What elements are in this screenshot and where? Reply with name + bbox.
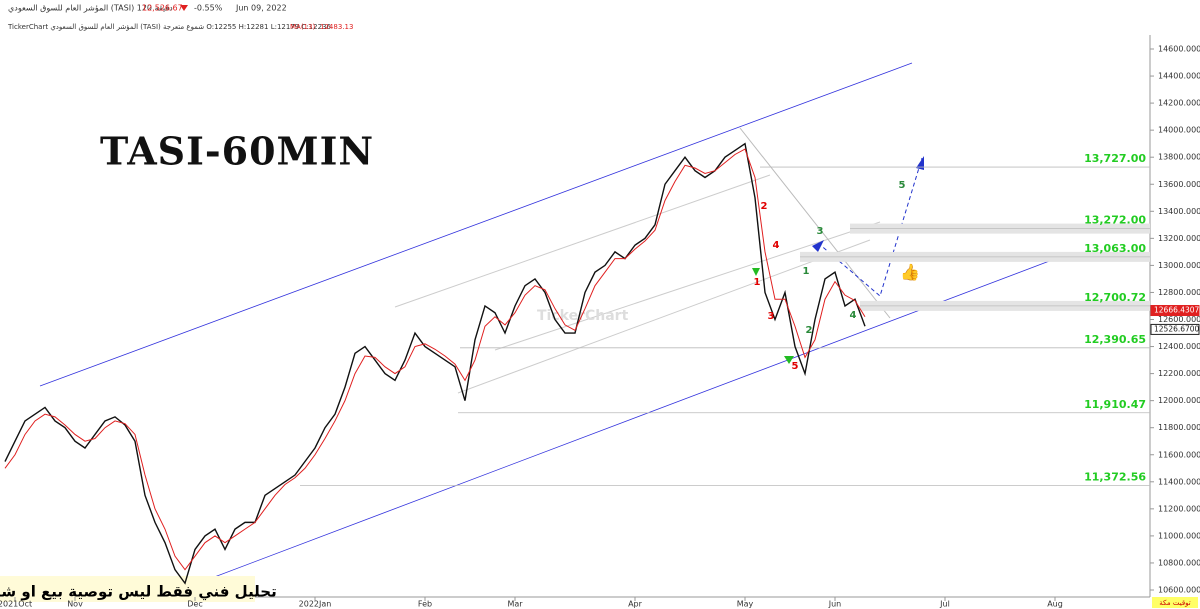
header-ohlc: TickerChart المؤشر العام للسوق السعودي (…: [7, 23, 332, 31]
down-arrow: [180, 5, 188, 11]
y-tick-label: 13000.0000: [1158, 261, 1200, 270]
header-price: 12,526.67: [142, 4, 183, 13]
wave-label: 4: [850, 310, 857, 321]
channel-mid: [394, 174, 771, 308]
wave-label: 4: [773, 240, 780, 251]
channel-mid: [457, 239, 871, 394]
header-change: -0.55%: [194, 4, 223, 13]
level-label: 11,372.56: [1084, 471, 1146, 484]
channel-lower: [179, 256, 1061, 591]
y-tick-label: 11600.0000: [1158, 450, 1200, 459]
price-line: [4, 142, 866, 585]
ma-label: MA(13): [290, 23, 315, 31]
channel-mid: [494, 221, 881, 351]
wave-label: 1: [803, 266, 810, 277]
x-tick-label: Mar: [507, 600, 523, 609]
price-tag-label: 12666.4307: [1154, 306, 1200, 315]
footer-box: [0, 576, 255, 602]
header-date: Jun 09, 2022: [235, 4, 287, 13]
trend-line: [739, 127, 891, 319]
y-tick-label: 14200.0000: [1158, 99, 1200, 108]
top-marker: [812, 240, 824, 252]
y-tick-label: 14400.0000: [1158, 72, 1200, 81]
level-label: 13,272.00: [1084, 214, 1146, 227]
y-tick-label: 11400.0000: [1158, 477, 1200, 486]
axis-caption: توقيت مكة: [1159, 599, 1191, 607]
x-tick-label: Aug: [1047, 600, 1063, 609]
wave-label: 5: [792, 361, 799, 372]
ma-value: 12483.13: [320, 23, 353, 31]
y-tick-label: 13200.0000: [1158, 234, 1200, 243]
x-tick-label: 2022Jan: [299, 600, 332, 609]
y-tick-label: 12800.0000: [1158, 288, 1200, 297]
caption-box: [1152, 597, 1198, 608]
y-tick-label: 10800.0000: [1158, 558, 1200, 567]
y-tick-label: 11800.0000: [1158, 423, 1200, 432]
low-marker: [784, 356, 794, 364]
x-tick-label: Feb: [418, 600, 432, 609]
y-tick-label: 13600.0000: [1158, 180, 1200, 189]
low-marker: [752, 268, 760, 276]
level-label: 12,700.72: [1084, 291, 1146, 304]
y-tick-label: 12600.0000: [1158, 315, 1200, 324]
y-tick-label: 12400.0000: [1158, 342, 1200, 351]
y-tick-label: 14000.0000: [1158, 126, 1200, 135]
projection-head: [916, 156, 924, 170]
x-tick-label: Jul: [939, 600, 950, 609]
wave-label: 1: [754, 277, 761, 288]
level-label: 11,910.47: [1084, 398, 1146, 411]
y-tick-label: 12200.0000: [1158, 369, 1200, 378]
thumb-icon: 👍: [900, 263, 920, 282]
x-tick-label: 2021Oct: [0, 600, 32, 609]
ma-line: [4, 148, 866, 571]
footer-note: تحليل فني فقط ليس توصية بيع او شراء: [0, 583, 277, 601]
y-tick-label: 13800.0000: [1158, 153, 1200, 162]
y-tick-label: 11200.0000: [1158, 504, 1200, 513]
price-tag: [1150, 323, 1200, 335]
level-label: 13,727.00: [1084, 152, 1146, 165]
watermark: TickerChart: [537, 308, 629, 324]
y-tick-label: 12000.0000: [1158, 396, 1200, 405]
y-tick-label: 14600.0000: [1158, 45, 1200, 54]
x-tick-label: Nov: [67, 600, 83, 609]
x-tick-label: Apr: [628, 600, 643, 609]
x-tick-label: Jun: [828, 600, 842, 609]
channel-upper: [39, 62, 913, 387]
y-tick-label: 13400.0000: [1158, 207, 1200, 216]
y-tick-label: 11000.0000: [1158, 531, 1200, 540]
header-name: المؤشر العام للسوق السعودي (TASI) 120 دق…: [8, 4, 173, 13]
level-label: 13,063.00: [1084, 242, 1146, 255]
projection: [817, 157, 923, 297]
level-label: 12,390.65: [1084, 333, 1146, 346]
x-tick-label: Dec: [187, 600, 202, 609]
price-tag: [1150, 305, 1200, 317]
channel: [39, 62, 1061, 591]
wave-label: 3: [817, 226, 824, 237]
chart-title: TASI-60MIN: [100, 129, 374, 174]
x-tick-label: May: [737, 600, 754, 609]
wave-label: 3: [768, 311, 775, 322]
wave-label: 2: [761, 201, 768, 212]
wave-label: 2: [806, 325, 813, 336]
wave-label: 5: [899, 180, 906, 191]
y-tick-label: 10600.0000: [1158, 586, 1200, 595]
price-tag-label: 12526.6700: [1154, 324, 1200, 333]
